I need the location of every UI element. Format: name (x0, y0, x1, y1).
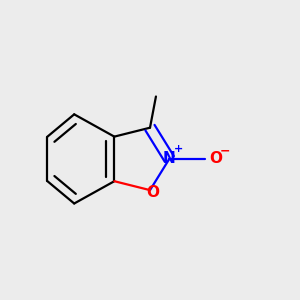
Text: −: − (219, 144, 230, 157)
Text: O: O (210, 152, 223, 166)
Text: +: + (174, 144, 184, 154)
Text: N: N (162, 152, 175, 166)
Text: O: O (146, 185, 160, 200)
